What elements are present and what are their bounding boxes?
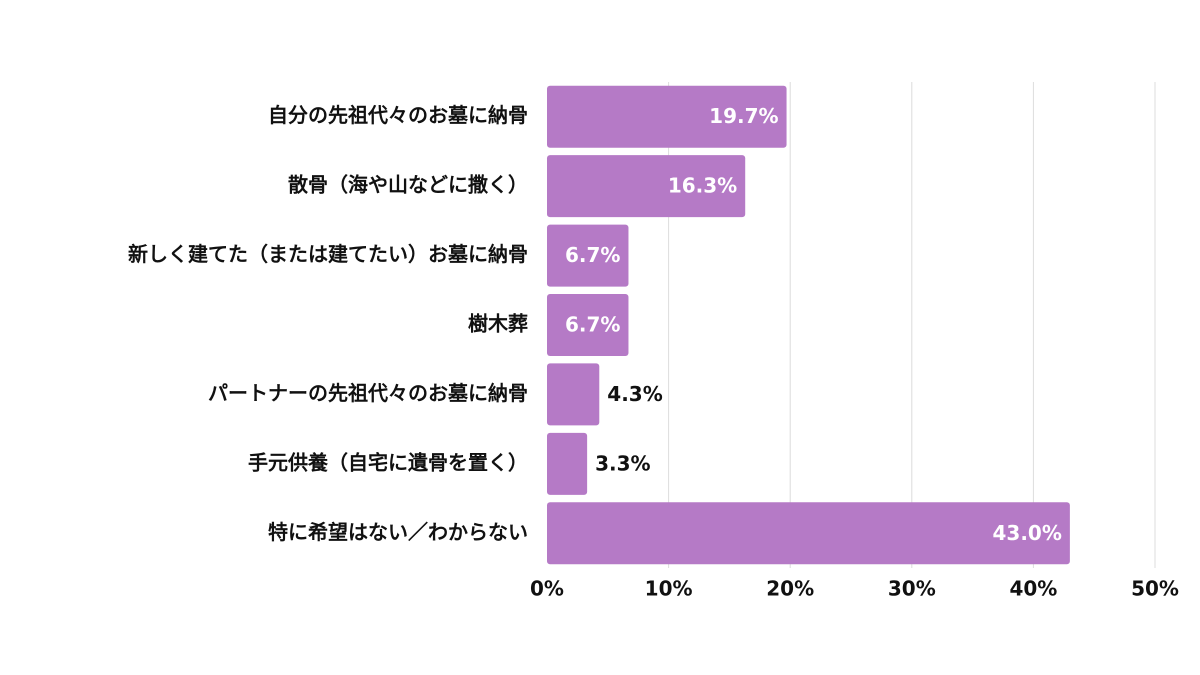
value-label: 43.0% bbox=[992, 521, 1061, 545]
y-tick-label: 特に希望はない／わからない bbox=[268, 520, 528, 544]
x-tick-label: 30% bbox=[888, 577, 936, 601]
bar bbox=[547, 432, 588, 495]
bar bbox=[547, 363, 600, 426]
y-tick-label: 散骨（海や山などに撒く） bbox=[288, 173, 528, 197]
value-label: 3.3% bbox=[595, 451, 650, 475]
y-tick-label: 新しく建てた（または建てたい）お墓に納骨 bbox=[128, 242, 528, 266]
x-tick-label: 10% bbox=[645, 577, 693, 601]
bar bbox=[547, 294, 629, 356]
value-label: 19.7% bbox=[709, 104, 778, 128]
y-tick-label: 樹木葬 bbox=[468, 312, 528, 336]
bar bbox=[547, 85, 787, 148]
bar bbox=[547, 224, 629, 287]
x-tick-label: 40% bbox=[1009, 577, 1057, 601]
y-tick-label: 自分の先祖代々のお墓に納骨 bbox=[268, 103, 528, 127]
y-tick-label: 手元供養（自宅に遺骨を置く） bbox=[248, 450, 528, 474]
value-label: 6.7% bbox=[565, 313, 620, 337]
bar bbox=[547, 502, 1070, 565]
x-tick-label: 50% bbox=[1131, 577, 1179, 601]
value-label: 16.3% bbox=[668, 174, 737, 198]
bar bbox=[547, 155, 746, 218]
x-tick-label: 20% bbox=[766, 577, 814, 601]
x-tick-label: 0% bbox=[530, 577, 564, 601]
value-label: 6.7% bbox=[565, 243, 620, 267]
value-label: 4.3% bbox=[607, 382, 662, 406]
y-tick-label: パートナーの先祖代々のお墓に納骨 bbox=[208, 381, 528, 405]
